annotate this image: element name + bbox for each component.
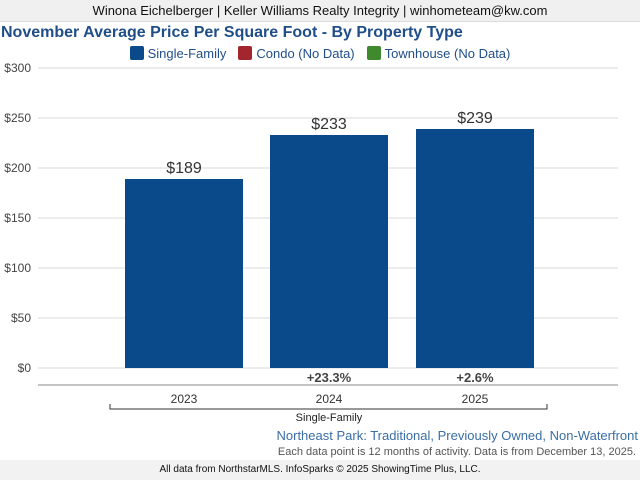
bar-value-label: $233 (311, 116, 347, 133)
agent-contact-bar: Winona Eichelberger | Keller Williams Re… (0, 0, 640, 22)
change-label: +23.3% (307, 370, 352, 385)
group-label: Single-Family (296, 412, 363, 424)
y-tick-label: $0 (18, 361, 32, 375)
legend: Single-Family Condo (No Data) Townhouse … (0, 45, 640, 61)
legend-label-condo: Condo (No Data) (256, 45, 355, 61)
legend-swatch-single-family (129, 46, 144, 60)
legend-label-townhouse: Townhouse (No Data) (384, 45, 511, 61)
legend-item-condo[interactable]: Condo (No Data) (238, 45, 355, 61)
bar-value-label: $189 (166, 160, 202, 177)
group-bracket (109, 404, 548, 410)
bar-2025[interactable] (416, 129, 534, 368)
x-tick-label: 2025 (462, 392, 489, 406)
footer-credits: All data from NorthstarMLS. InfoSparks ©… (0, 460, 640, 480)
legend-swatch-condo (238, 46, 253, 60)
y-tick-label: $50 (11, 311, 31, 325)
bar-value-label: $239 (457, 110, 493, 127)
x-tick-label: 2023 (171, 392, 198, 406)
data-note: Each data point is 12 months of activity… (277, 446, 636, 458)
legend-item-townhouse[interactable]: Townhouse (No Data) (366, 45, 511, 61)
legend-item-single-family[interactable]: Single-Family (129, 45, 227, 61)
chart-filter-subtitle: Northeast Park: Traditional, Previously … (276, 428, 639, 443)
y-tick-label: $300 (4, 61, 31, 75)
y-tick-label: $150 (4, 211, 31, 225)
chart-title: November Average Price Per Square Foot -… (1, 24, 463, 41)
y-tick-label: $200 (4, 161, 31, 175)
legend-label-single-family: Single-Family (147, 45, 227, 61)
bar-2023[interactable] (125, 179, 243, 368)
bar-chart: $0 $50 $100 $150 $200 $250 $300 $189 2023 $233 +23… (4, 61, 618, 424)
x-tick-label: 2024 (316, 392, 343, 406)
change-label: +2.6% (456, 370, 494, 385)
y-tick-label: $250 (4, 111, 31, 125)
bar-2024[interactable] (270, 135, 388, 368)
y-tick-label: $100 (4, 261, 31, 275)
legend-swatch-townhouse (366, 46, 381, 60)
